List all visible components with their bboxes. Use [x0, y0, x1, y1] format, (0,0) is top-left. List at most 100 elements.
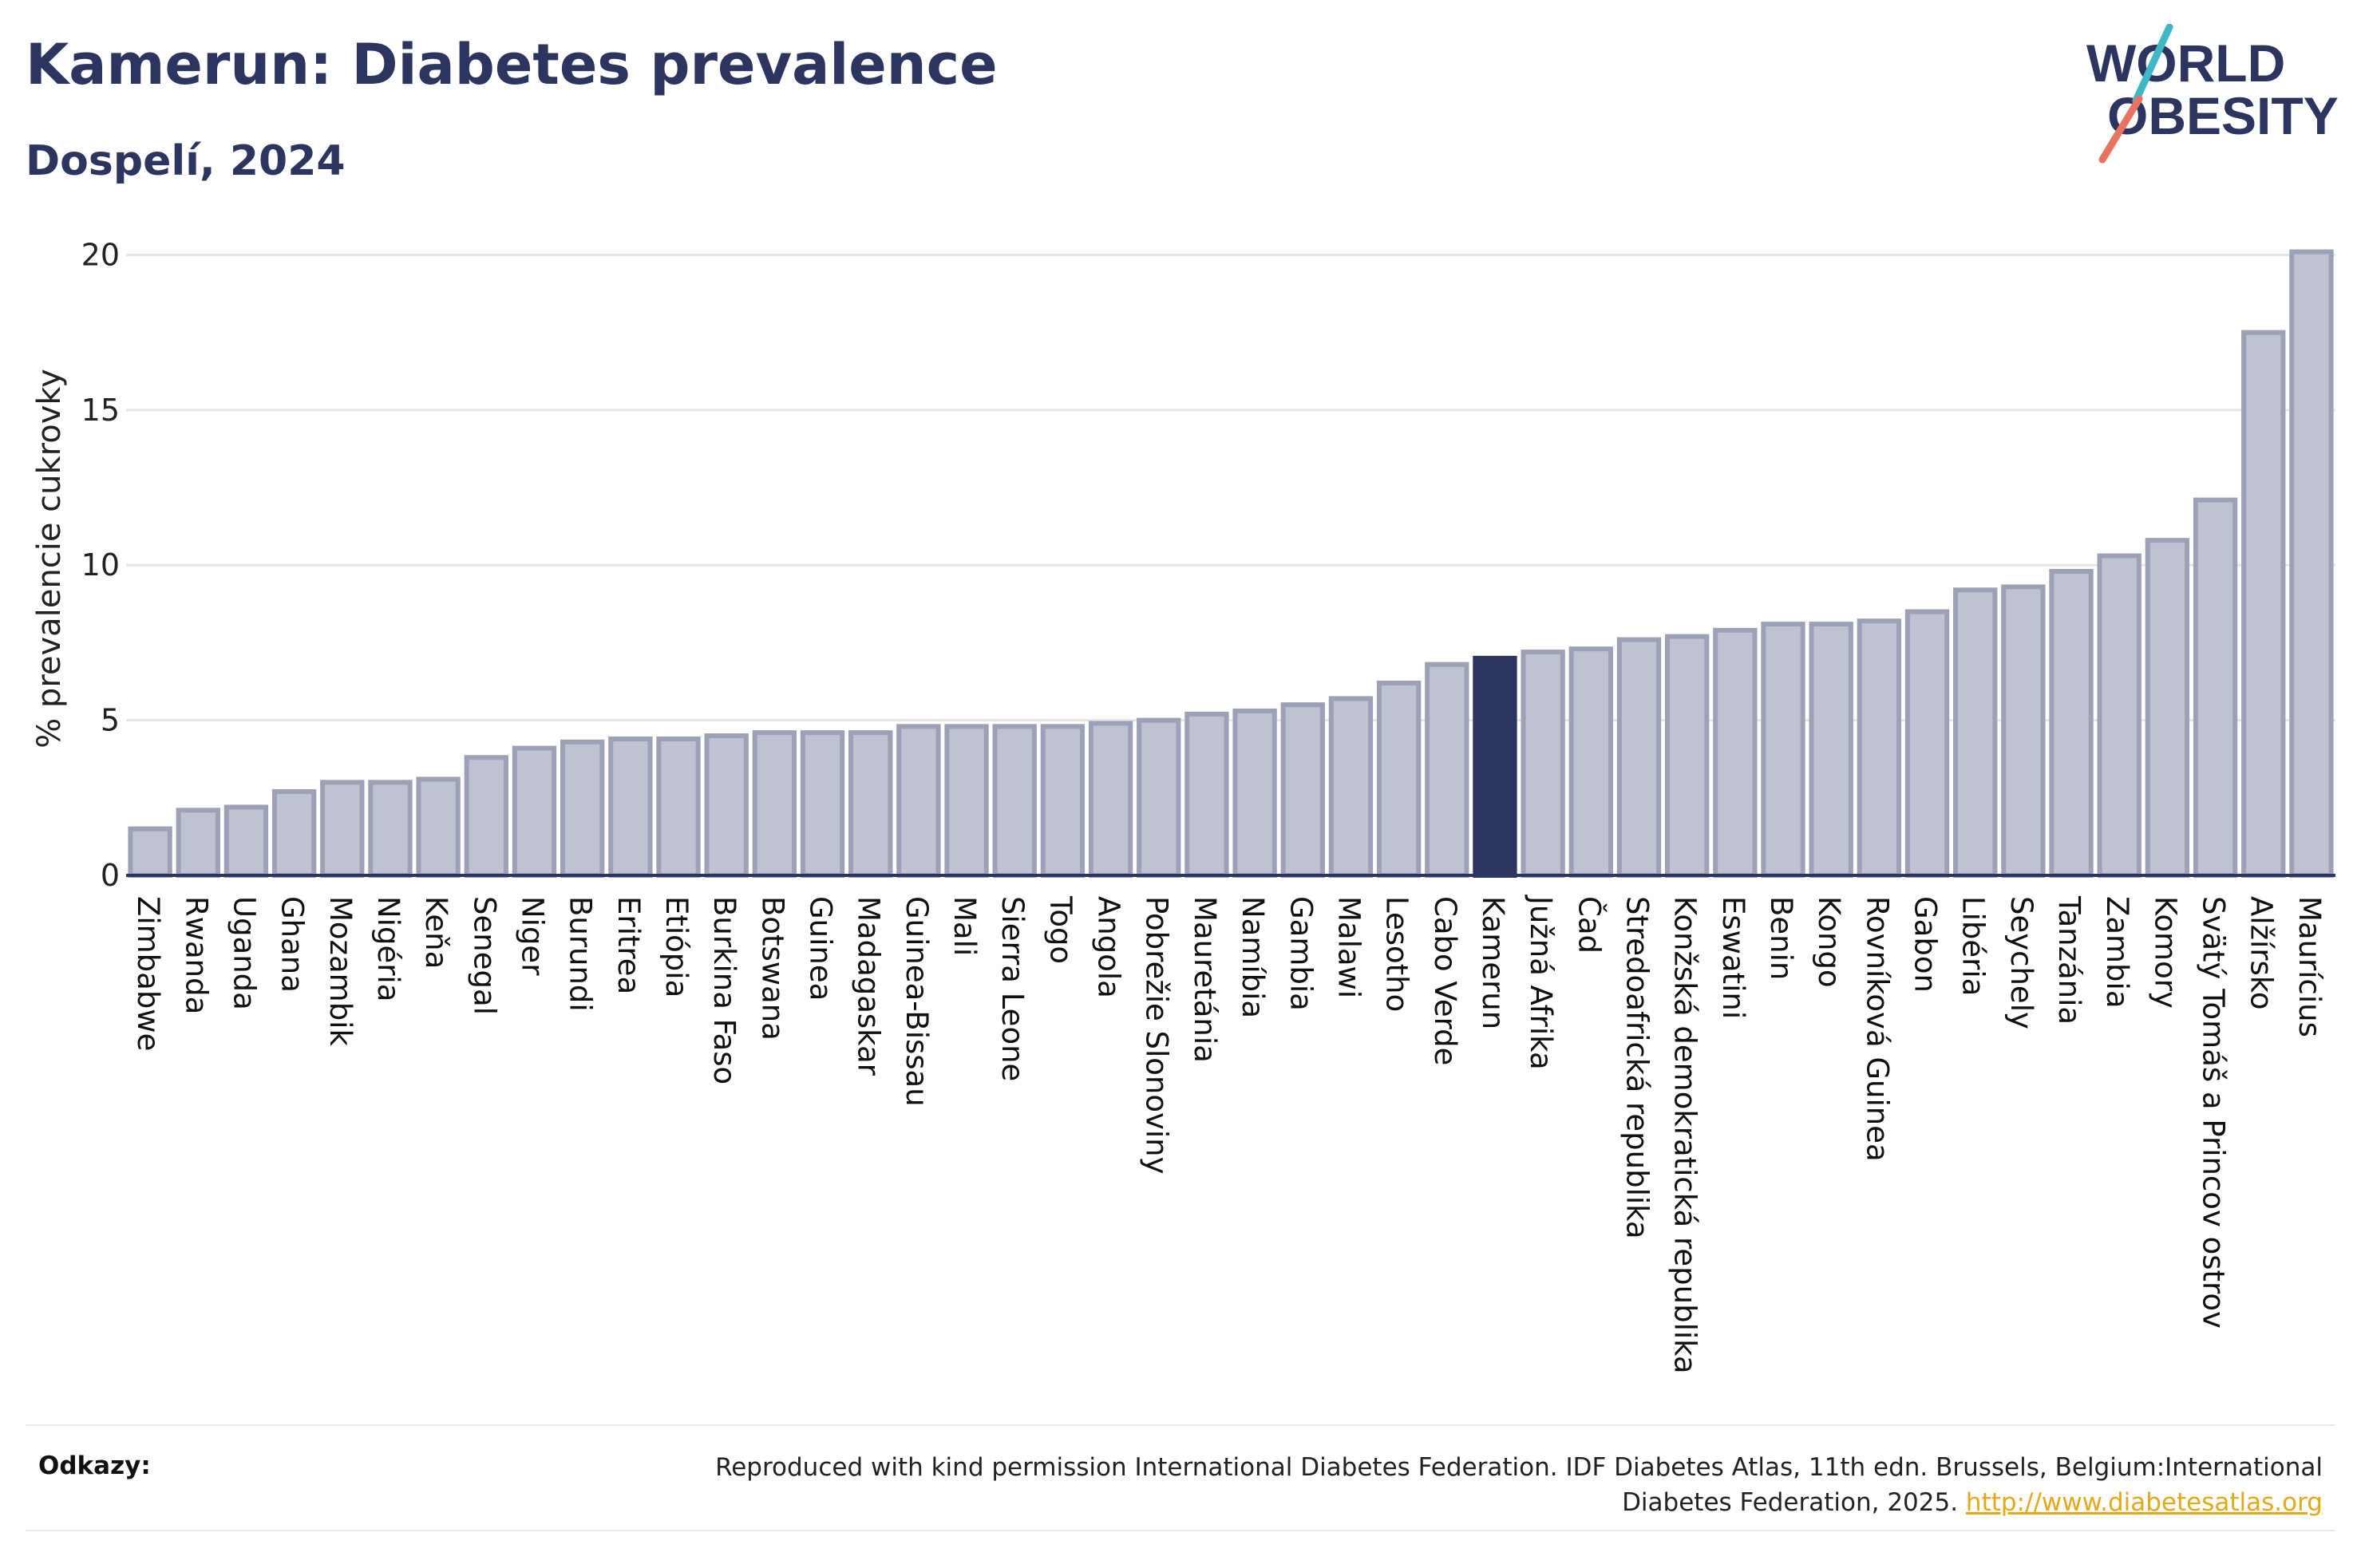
x-tick-label: Gabon: [1908, 896, 1943, 993]
y-axis-label: % prevalencie cukrovky: [31, 369, 68, 748]
bar-benin: [1761, 622, 1805, 879]
bars: [128, 249, 2334, 879]
x-tick-labels: Zimbabwe Rwanda Uganda Ghana Mozambik Nigéria…: [131, 895, 2327, 1374]
bar-stredoafrická-republika: [1616, 637, 1662, 879]
y-tick-label: 15: [81, 393, 120, 428]
bar-gabon: [1904, 609, 1950, 878]
x-tick-label: Rwanda: [179, 896, 213, 1014]
x-tick-label: Guinea-Bissau: [900, 896, 934, 1107]
references-link[interactable]: http://www.diabetesatlas.org: [1965, 1488, 2323, 1517]
bar-botswana: [752, 730, 797, 878]
y-tick-label: 20: [81, 237, 120, 272]
bar-madagaskar: [848, 730, 893, 878]
bar-malawi: [1328, 696, 1374, 879]
bar-namíbia: [1232, 708, 1277, 879]
bar-mozambik: [320, 780, 365, 878]
x-tick-label: Cabo Verde: [1428, 896, 1462, 1065]
x-tick-label: Tanzánia: [2052, 895, 2086, 1025]
x-tick-label: Togo: [1043, 895, 1078, 964]
x-tick-label: Komory: [2148, 896, 2182, 1009]
bar-južná-afrika: [1521, 650, 1565, 878]
bar-angola: [1088, 721, 1133, 878]
x-tick-label: Nigéria: [371, 896, 405, 1001]
x-tick-label: Rovníková Guinea: [1860, 896, 1894, 1162]
x-tick-label: Konžská demokratická republika: [1668, 896, 1703, 1374]
x-tick-label: Stredoafrická republika: [1619, 896, 1654, 1239]
x-tick-label: Niger: [515, 896, 549, 976]
x-tick-label: Maurícius: [2292, 896, 2327, 1037]
x-tick-label: Zimbabwe: [131, 896, 165, 1051]
y-tick-labels: 0 5 10 15 20: [81, 237, 120, 893]
y-tick-label: 5: [101, 703, 120, 738]
bar-seychely: [2001, 584, 2046, 878]
x-tick-label: Svätý Tomáš a Princov ostrov: [2197, 896, 2231, 1329]
bar-lesotho: [1376, 680, 1422, 879]
x-tick-label: Čad: [1572, 896, 1607, 954]
bar-alžírsko: [2241, 330, 2286, 878]
logo-slash-teal: [2132, 24, 2173, 105]
bar-senegal: [464, 755, 508, 879]
y-tick-label: 10: [81, 547, 120, 583]
x-tick-label: Gambia: [1283, 896, 1318, 1011]
bar-pobrežie-slonoviny: [1137, 717, 1181, 878]
x-tick-label: Malawi: [1331, 896, 1366, 998]
bar-rovníková-guinea: [1857, 618, 1902, 878]
x-tick-label: Senegal: [467, 896, 501, 1015]
x-tick-label: Zambia: [2100, 896, 2134, 1009]
chart-subtitle: Dospelí, 2024: [26, 137, 346, 185]
bar-zimbabwe: [128, 826, 172, 879]
bar-zambia: [2097, 553, 2142, 878]
x-tick-label: Etiópia: [659, 896, 694, 997]
x-tick-label: Madagaskar: [852, 896, 886, 1076]
x-tick-label: Kongo: [1812, 896, 1846, 988]
x-tick-label: Mauretánia: [1188, 896, 1222, 1063]
x-tick-label: Pobrežie Slonoviny: [1140, 896, 1174, 1175]
bar-togo: [1040, 724, 1086, 879]
x-tick-label: Burundi: [564, 896, 598, 1012]
bar-etiópia: [656, 736, 701, 878]
bar-komory: [2145, 538, 2190, 878]
x-tick-label: Mozambik: [323, 896, 358, 1046]
bar-mauretánia: [1184, 711, 1229, 879]
bar-kamerun: [1473, 655, 1517, 878]
bar-tanzánia: [2049, 568, 2094, 878]
bar-kongo: [1809, 622, 1853, 879]
x-tick-label: Benin: [1764, 896, 1798, 980]
x-tick-label: Eswatini: [1716, 896, 1750, 1019]
bar-rwanda: [176, 808, 220, 878]
x-tick-label: Namíbia: [1236, 896, 1270, 1018]
references-citation: Reproduced with kind permission Internat…: [715, 1453, 2323, 1517]
bar-eritrea: [608, 736, 653, 878]
x-tick-label: Južná Afrika: [1524, 895, 1558, 1070]
bar-konžská-demokratická-republika: [1664, 634, 1710, 878]
x-tick-label: Keňa: [419, 896, 453, 969]
x-tick-label: Uganda: [227, 896, 261, 1010]
bar-guinea-bissau: [896, 724, 941, 879]
x-tick-label: Sierra Leone: [995, 896, 1030, 1081]
x-tick-label: Mali: [947, 896, 982, 956]
x-tick-label: Guinea: [804, 896, 838, 1001]
bar-chart: 0 5 10 15 20 Zimbabwe Rwanda Uganda Ghana Mozamb…: [31, 237, 2335, 1374]
x-tick-label: Ghana: [275, 896, 310, 993]
references-footer: Odkazy: Reproduced with kind permission …: [26, 1424, 2335, 1531]
bar-sierra-leone: [992, 724, 1037, 879]
x-tick-label: Botswana: [755, 896, 789, 1041]
x-tick-label: Alžírsko: [2244, 896, 2279, 1010]
bar-cabo-verde: [1425, 662, 1469, 878]
bar-guinea: [800, 730, 845, 878]
bar-ghana: [271, 789, 317, 879]
bar-svätý-tomáš-a-princov-ostrov: [2193, 497, 2238, 878]
bar-mali: [944, 724, 989, 879]
x-tick-label: Eritrea: [611, 896, 646, 994]
bar-niger: [512, 745, 557, 878]
bar-eswatini: [1713, 627, 1758, 878]
logo-line1: WORLD: [2086, 34, 2285, 93]
chart-title: Kamerun: Diabetes prevalence: [26, 32, 998, 97]
logo-line2: OBESITY: [2107, 86, 2339, 145]
logo-slash-coral: [2098, 95, 2143, 164]
y-tick-label: 0: [101, 858, 120, 893]
references-label: Odkazy:: [38, 1451, 151, 1480]
bar-burkina-faso: [704, 733, 749, 878]
bar-čad: [1568, 646, 1613, 878]
bar-uganda: [223, 804, 269, 879]
